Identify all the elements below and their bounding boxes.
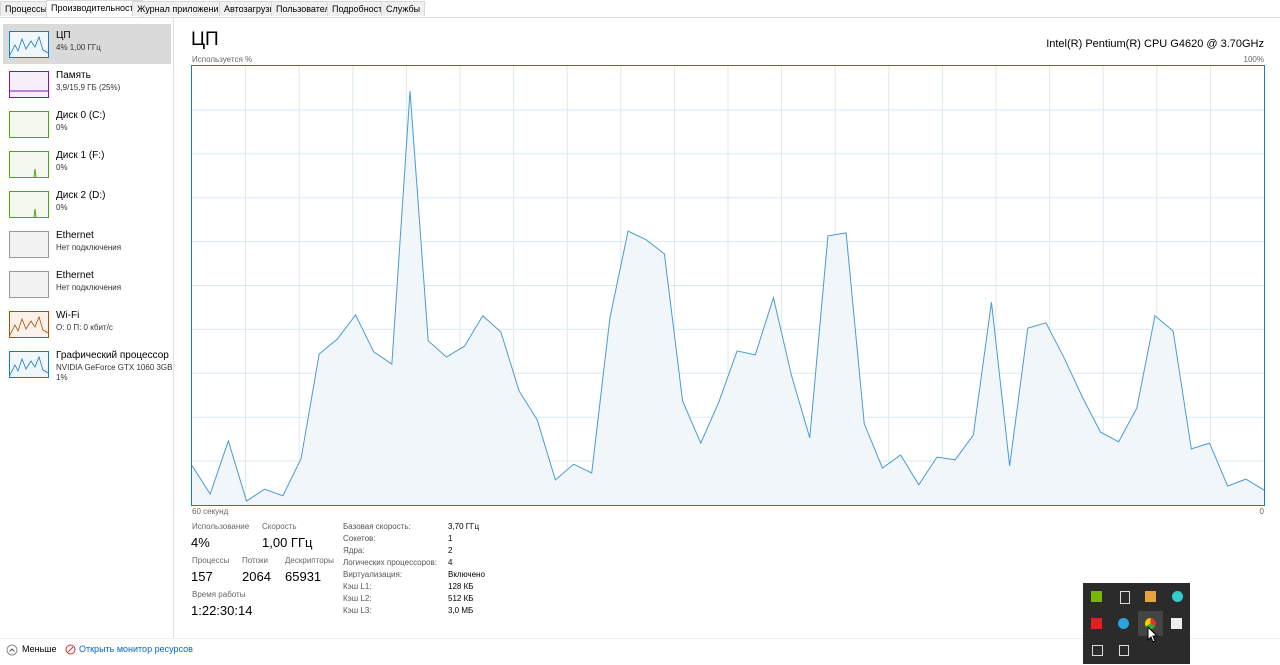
sidebar-subtitle: 0% — [56, 163, 68, 172]
tab[interactable]: Производительность — [46, 0, 144, 17]
thumbnail — [9, 31, 49, 58]
thumbnail — [9, 311, 49, 338]
stat-label: Потоки — [242, 556, 269, 565]
sidebar-item[interactable]: Диск 0 (C:) 0% — [3, 104, 171, 144]
sidebar-title: ЦП — [56, 30, 71, 41]
monitor-icon — [65, 644, 76, 655]
stat-value: 1,00 ГГц — [262, 535, 313, 550]
sidebar-subtitle: 0% — [56, 203, 68, 212]
stat-value: 157 — [191, 569, 213, 584]
tab[interactable]: Процессы — [0, 1, 53, 16]
detail-key: Сокетов: — [343, 534, 376, 543]
detail-value: 3,0 МБ — [448, 606, 474, 615]
tray-icon[interactable] — [1091, 591, 1102, 602]
detail-key: Кэш L2: — [343, 594, 372, 603]
sidebar-item[interactable]: Графический процессор NVIDIA GeForce GTX … — [3, 344, 173, 384]
sidebar-item[interactable]: Ethernet Нет подключения — [3, 264, 171, 304]
sidebar-subtitle: 3,9/15,9 ГБ (25%) — [56, 83, 121, 92]
sidebar: ЦП 4% 1,00 ГГц Память 3,9/15,9 ГБ (25%) Диск… — [0, 18, 174, 638]
detail-value: 4 — [448, 558, 453, 567]
sidebar-title: Wi-Fi — [56, 310, 80, 321]
detail-value: 2 — [448, 546, 453, 555]
stat-label: Скорость — [262, 522, 297, 531]
graph-y-label: Используется % — [192, 55, 253, 64]
graph-border — [191, 65, 1265, 506]
detail-key: Виртуализация: — [343, 570, 403, 579]
graph-min-label: 0 — [1259, 507, 1264, 516]
detail-value: 1 — [448, 534, 453, 543]
sidebar-subtitle: 1% — [56, 373, 68, 382]
less-button[interactable]: Меньше — [22, 644, 57, 654]
cpu-area — [192, 91, 1264, 505]
tray-icon[interactable] — [1118, 618, 1129, 629]
sidebar-title: Диск 1 (F:) — [56, 150, 105, 161]
sidebar-title: Ethernet — [56, 270, 94, 281]
thumbnail — [9, 71, 49, 98]
thumbnail — [9, 231, 49, 258]
sidebar-item[interactable]: Диск 1 (F:) 0% — [3, 144, 171, 184]
sidebar-item[interactable]: Память 3,9/15,9 ГБ (25%) — [3, 64, 171, 104]
sidebar-subtitle: 4% 1,00 ГГц — [56, 43, 101, 52]
tray-icon[interactable] — [1145, 618, 1156, 629]
stat-value: 4% — [191, 535, 210, 550]
page-title: ЦП — [191, 29, 219, 50]
thumbnail — [9, 111, 49, 138]
tray-icon[interactable] — [1119, 645, 1129, 656]
sidebar-title: Диск 2 (D:) — [56, 190, 106, 201]
cpu-graph — [191, 65, 1265, 506]
stat-value: 1:22:30:14 — [191, 603, 253, 618]
tray-icon[interactable] — [1172, 591, 1183, 602]
sidebar-subtitle: Нет подключения — [56, 283, 122, 292]
tray-icon[interactable] — [1145, 591, 1156, 602]
sidebar-item[interactable]: Wi-Fi О: 0 П: 0 кбит/с — [3, 304, 171, 344]
sidebar-subtitle: Нет подключения — [56, 243, 122, 252]
tray-popup — [1083, 583, 1190, 664]
tray-icon[interactable] — [1091, 618, 1102, 629]
graph-max-label: 100% — [1243, 55, 1264, 64]
detail-key: Кэш L1: — [343, 582, 372, 591]
thumbnail — [9, 271, 49, 298]
sidebar-subtitle: NVIDIA GeForce GTX 1060 3GB — [56, 363, 173, 372]
cursor — [1147, 626, 1159, 643]
thumbnail — [9, 151, 49, 178]
sidebar-item[interactable]: Ethernet Нет подключения — [3, 224, 171, 264]
detail-value: Включено — [448, 570, 485, 579]
sidebar-item[interactable]: ЦП 4% 1,00 ГГц — [3, 24, 171, 64]
stat-value: 65931 — [285, 569, 322, 584]
graph-x-label: 60 секунд — [192, 507, 229, 516]
stat-label: Процессы — [192, 556, 230, 565]
thumbnail — [9, 191, 49, 218]
detail-key: Базовая скорость: — [343, 522, 411, 531]
tab[interactable]: Службы — [381, 1, 426, 16]
detail-value: 128 КБ — [448, 582, 474, 591]
tray-icon[interactable] — [1171, 618, 1182, 629]
tray-icon[interactable] — [1120, 591, 1130, 604]
detail-key: Логических процессоров: — [343, 558, 437, 567]
cpu-line — [191, 90, 1265, 502]
stat-label: Использование — [192, 522, 250, 531]
stat-value: 2064 — [242, 569, 271, 584]
cpu-name: Intel(R) Pentium(R) CPU G4620 @ 3.70GHz — [1046, 38, 1264, 50]
resource-monitor-link[interactable]: Открыть монитор ресурсов — [79, 644, 193, 654]
sidebar-item[interactable]: Диск 2 (D:) 0% — [3, 184, 171, 224]
footer: Меньше Открыть монитор ресурсов — [0, 638, 1280, 665]
tray-icon[interactable] — [1092, 645, 1103, 656]
sidebar-subtitle: 0% — [56, 123, 68, 132]
stat-label: Время работы — [192, 590, 246, 599]
detail-value: 512 КБ — [448, 594, 474, 603]
sidebar-title: Ethernet — [56, 230, 94, 241]
sidebar-subtitle: О: 0 П: 0 кбит/с — [56, 323, 113, 332]
sidebar-title: Память — [56, 70, 91, 81]
tab[interactable]: Журнал приложений — [132, 1, 229, 16]
tab-bar: Процессы Производительность Журнал приложе… — [0, 0, 1280, 18]
stat-label: Дескрипторы — [285, 556, 334, 565]
thumbnail — [9, 351, 49, 378]
collapse-icon — [6, 644, 18, 656]
detail-value: 3,70 ГГц — [448, 522, 480, 531]
sidebar-title: Диск 0 (C:) — [56, 110, 106, 121]
detail-key: Кэш L3: — [343, 606, 372, 615]
detail-key: Ядра: — [343, 546, 365, 555]
sidebar-title: Графический процессор — [56, 350, 169, 361]
